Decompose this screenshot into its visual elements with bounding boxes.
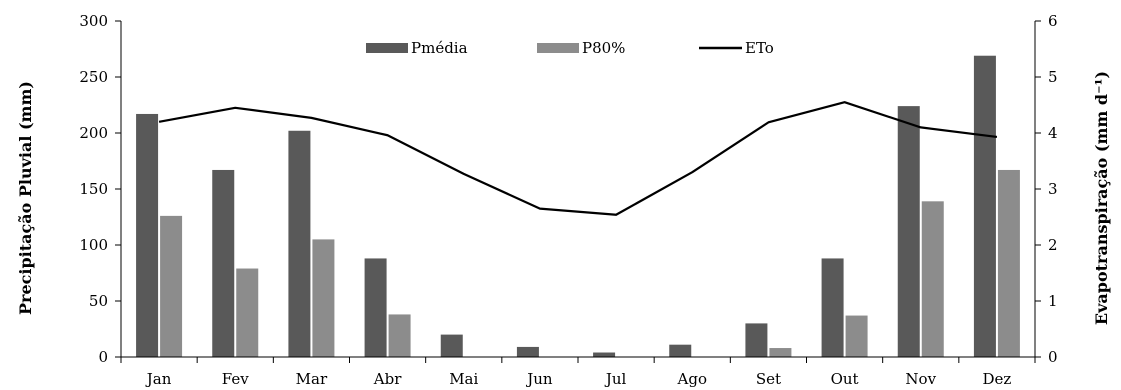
bar-pmdia bbox=[745, 323, 768, 357]
bar-p80 bbox=[312, 239, 335, 357]
right-y-axis-ticks: 0 1 2 3 4 5 6 bbox=[1035, 12, 1058, 366]
left-y-tick-label: 50 bbox=[89, 292, 108, 310]
right-y-tick-label: 3 bbox=[1048, 180, 1058, 198]
legend-label: Pmédia bbox=[411, 39, 468, 57]
left-y-tick-label: 100 bbox=[79, 236, 108, 254]
right-y-tick-label: 2 bbox=[1048, 236, 1058, 254]
bar-pmdia bbox=[516, 346, 539, 357]
legend-swatch bbox=[366, 43, 408, 53]
bar-p80 bbox=[997, 169, 1020, 357]
bar-pmdia bbox=[593, 352, 616, 357]
x-tick-label: Out bbox=[831, 370, 859, 388]
bar-pmdia bbox=[136, 113, 159, 358]
right-y-tick-label: 0 bbox=[1048, 348, 1058, 366]
bar-pmdia bbox=[669, 344, 692, 357]
left-y-tick-label: 0 bbox=[98, 348, 108, 366]
bar-p80 bbox=[388, 314, 411, 357]
right-y-tick-label: 6 bbox=[1048, 12, 1058, 30]
bar-pmdia bbox=[440, 334, 463, 357]
bar-pmdia bbox=[364, 258, 387, 357]
x-tick-label: Fev bbox=[222, 370, 249, 388]
x-tick-label: Dez bbox=[983, 370, 1012, 388]
right-y-tick-label: 4 bbox=[1048, 124, 1058, 142]
x-tick-label: Abr bbox=[373, 370, 402, 388]
x-axis-tick-labels: Jan Fev Mar Abr Mai Jun Jul Ago Set Out Nov Dez bbox=[120, 357, 1036, 388]
bar-p80 bbox=[769, 348, 792, 357]
x-tick-label: Set bbox=[756, 370, 781, 388]
bar-p80 bbox=[160, 215, 183, 357]
bar-p80 bbox=[921, 201, 944, 357]
x-tick-label: Mai bbox=[449, 370, 478, 388]
left-y-tick-label: 250 bbox=[79, 68, 108, 86]
bars-group bbox=[136, 55, 1020, 358]
legend-label: ETo bbox=[745, 39, 774, 57]
left-y-axis-title: Precipitação Pluvial (mm) bbox=[16, 81, 35, 315]
right-y-tick-label: 1 bbox=[1048, 292, 1058, 310]
left-y-axis-ticks: 0 50 100 150 200 250 300 bbox=[79, 12, 121, 366]
x-tick-label: Nov bbox=[905, 370, 936, 388]
bar-p80 bbox=[845, 315, 868, 357]
legend-label: P80% bbox=[582, 39, 625, 57]
right-y-tick-label: 5 bbox=[1048, 68, 1058, 86]
bar-pmdia bbox=[897, 106, 920, 358]
x-tick-label: Jan bbox=[145, 370, 172, 388]
legend: Pmédia P80% ETo bbox=[366, 39, 774, 57]
x-tick-label: Mar bbox=[296, 370, 328, 388]
right-y-axis-title: Evapotranspiração (mm d⁻¹) bbox=[1092, 71, 1111, 325]
bar-pmdia bbox=[288, 130, 311, 357]
bar-pmdia bbox=[212, 169, 235, 357]
legend-swatch bbox=[537, 43, 579, 53]
left-y-tick-label: 200 bbox=[79, 124, 108, 142]
eto-line bbox=[158, 101, 998, 216]
bar-pmdia bbox=[973, 55, 996, 357]
bar-p80 bbox=[236, 268, 259, 357]
x-tick-label: Ago bbox=[677, 370, 707, 388]
bar-pmdia bbox=[821, 258, 844, 357]
left-y-tick-label: 150 bbox=[79, 180, 108, 198]
x-tick-label: Jul bbox=[604, 370, 627, 388]
eto-line-group bbox=[158, 101, 998, 216]
x-tick-label: Jun bbox=[525, 370, 553, 388]
left-y-tick-label: 300 bbox=[79, 12, 108, 30]
